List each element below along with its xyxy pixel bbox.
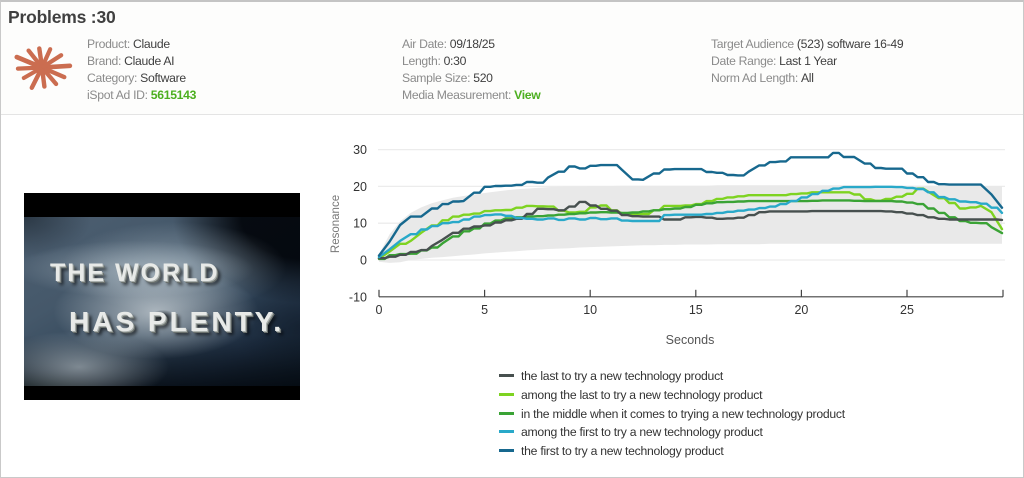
svg-text:10: 10 (583, 303, 597, 317)
svg-text:Resonance: Resonance (330, 195, 342, 253)
svg-text:20: 20 (794, 303, 808, 317)
svg-text:0: 0 (360, 254, 367, 268)
svg-text:0: 0 (376, 303, 383, 317)
svg-text:10: 10 (353, 217, 367, 231)
svg-text:30: 30 (353, 143, 367, 157)
svg-text:25: 25 (900, 303, 914, 317)
svg-text:5: 5 (481, 303, 488, 317)
svg-text:20: 20 (353, 180, 367, 194)
svg-text:15: 15 (689, 303, 703, 317)
svg-text:Seconds: Seconds (666, 333, 715, 347)
svg-text:-10: -10 (349, 290, 367, 304)
